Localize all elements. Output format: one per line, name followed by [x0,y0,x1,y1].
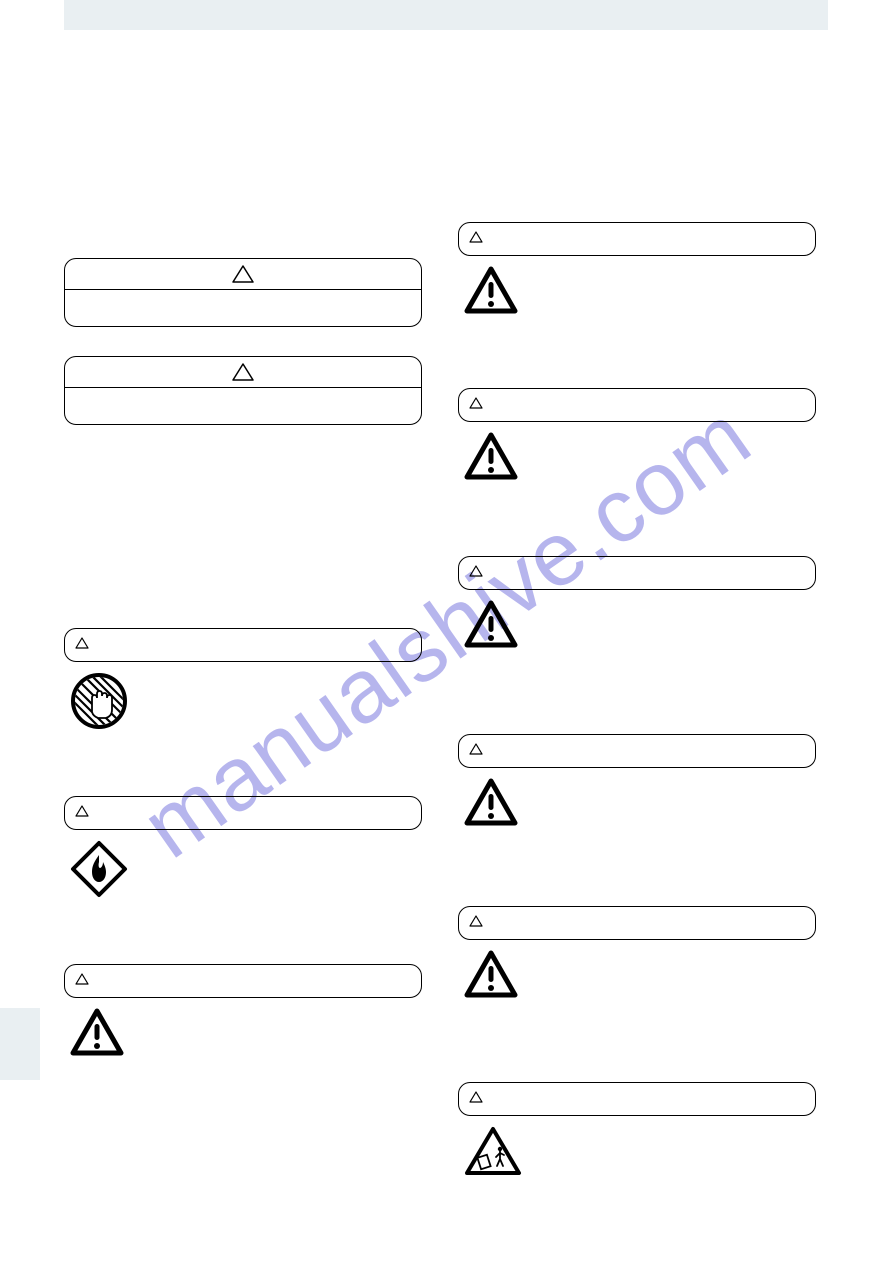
triangle-outline-icon [75,805,89,817]
warning-triangle-icon [464,432,816,480]
warning-pill [458,734,816,768]
warning-pill [64,964,422,998]
triangle-outline-icon [469,743,483,755]
warning-pill [64,628,422,662]
warning-body [65,388,421,424]
warning-pill [458,222,816,256]
triangle-outline-icon [469,565,483,577]
warning-pill [458,1082,816,1116]
warning-header [65,259,421,290]
page-tab [0,1008,40,1080]
warning-body [65,290,421,326]
triangle-outline-icon [75,973,89,985]
warning-triangle-icon [70,1008,422,1056]
triangle-outline-icon [469,1091,483,1103]
warning-box [64,258,422,327]
warning-triangle-icon [464,950,816,998]
triangle-outline-icon [75,637,89,649]
triangle-outline-icon [469,915,483,927]
warning-pill [458,388,816,422]
header-background [64,0,828,30]
triangle-outline-icon [469,231,483,243]
warning-triangle-icon [464,600,816,648]
warning-pill [458,906,816,940]
triangle-outline-icon [232,363,254,381]
warning-header [65,357,421,388]
tipover-hazard-icon [464,1126,816,1176]
triangle-outline-icon [232,265,254,283]
warning-pill [64,796,422,830]
flammable-diamond-icon [70,840,422,898]
warning-box [64,356,422,425]
triangle-outline-icon [469,397,483,409]
warning-triangle-icon [464,266,816,314]
do-not-touch-icon [70,672,422,730]
warning-pill [458,556,816,590]
warning-triangle-icon [464,778,816,826]
